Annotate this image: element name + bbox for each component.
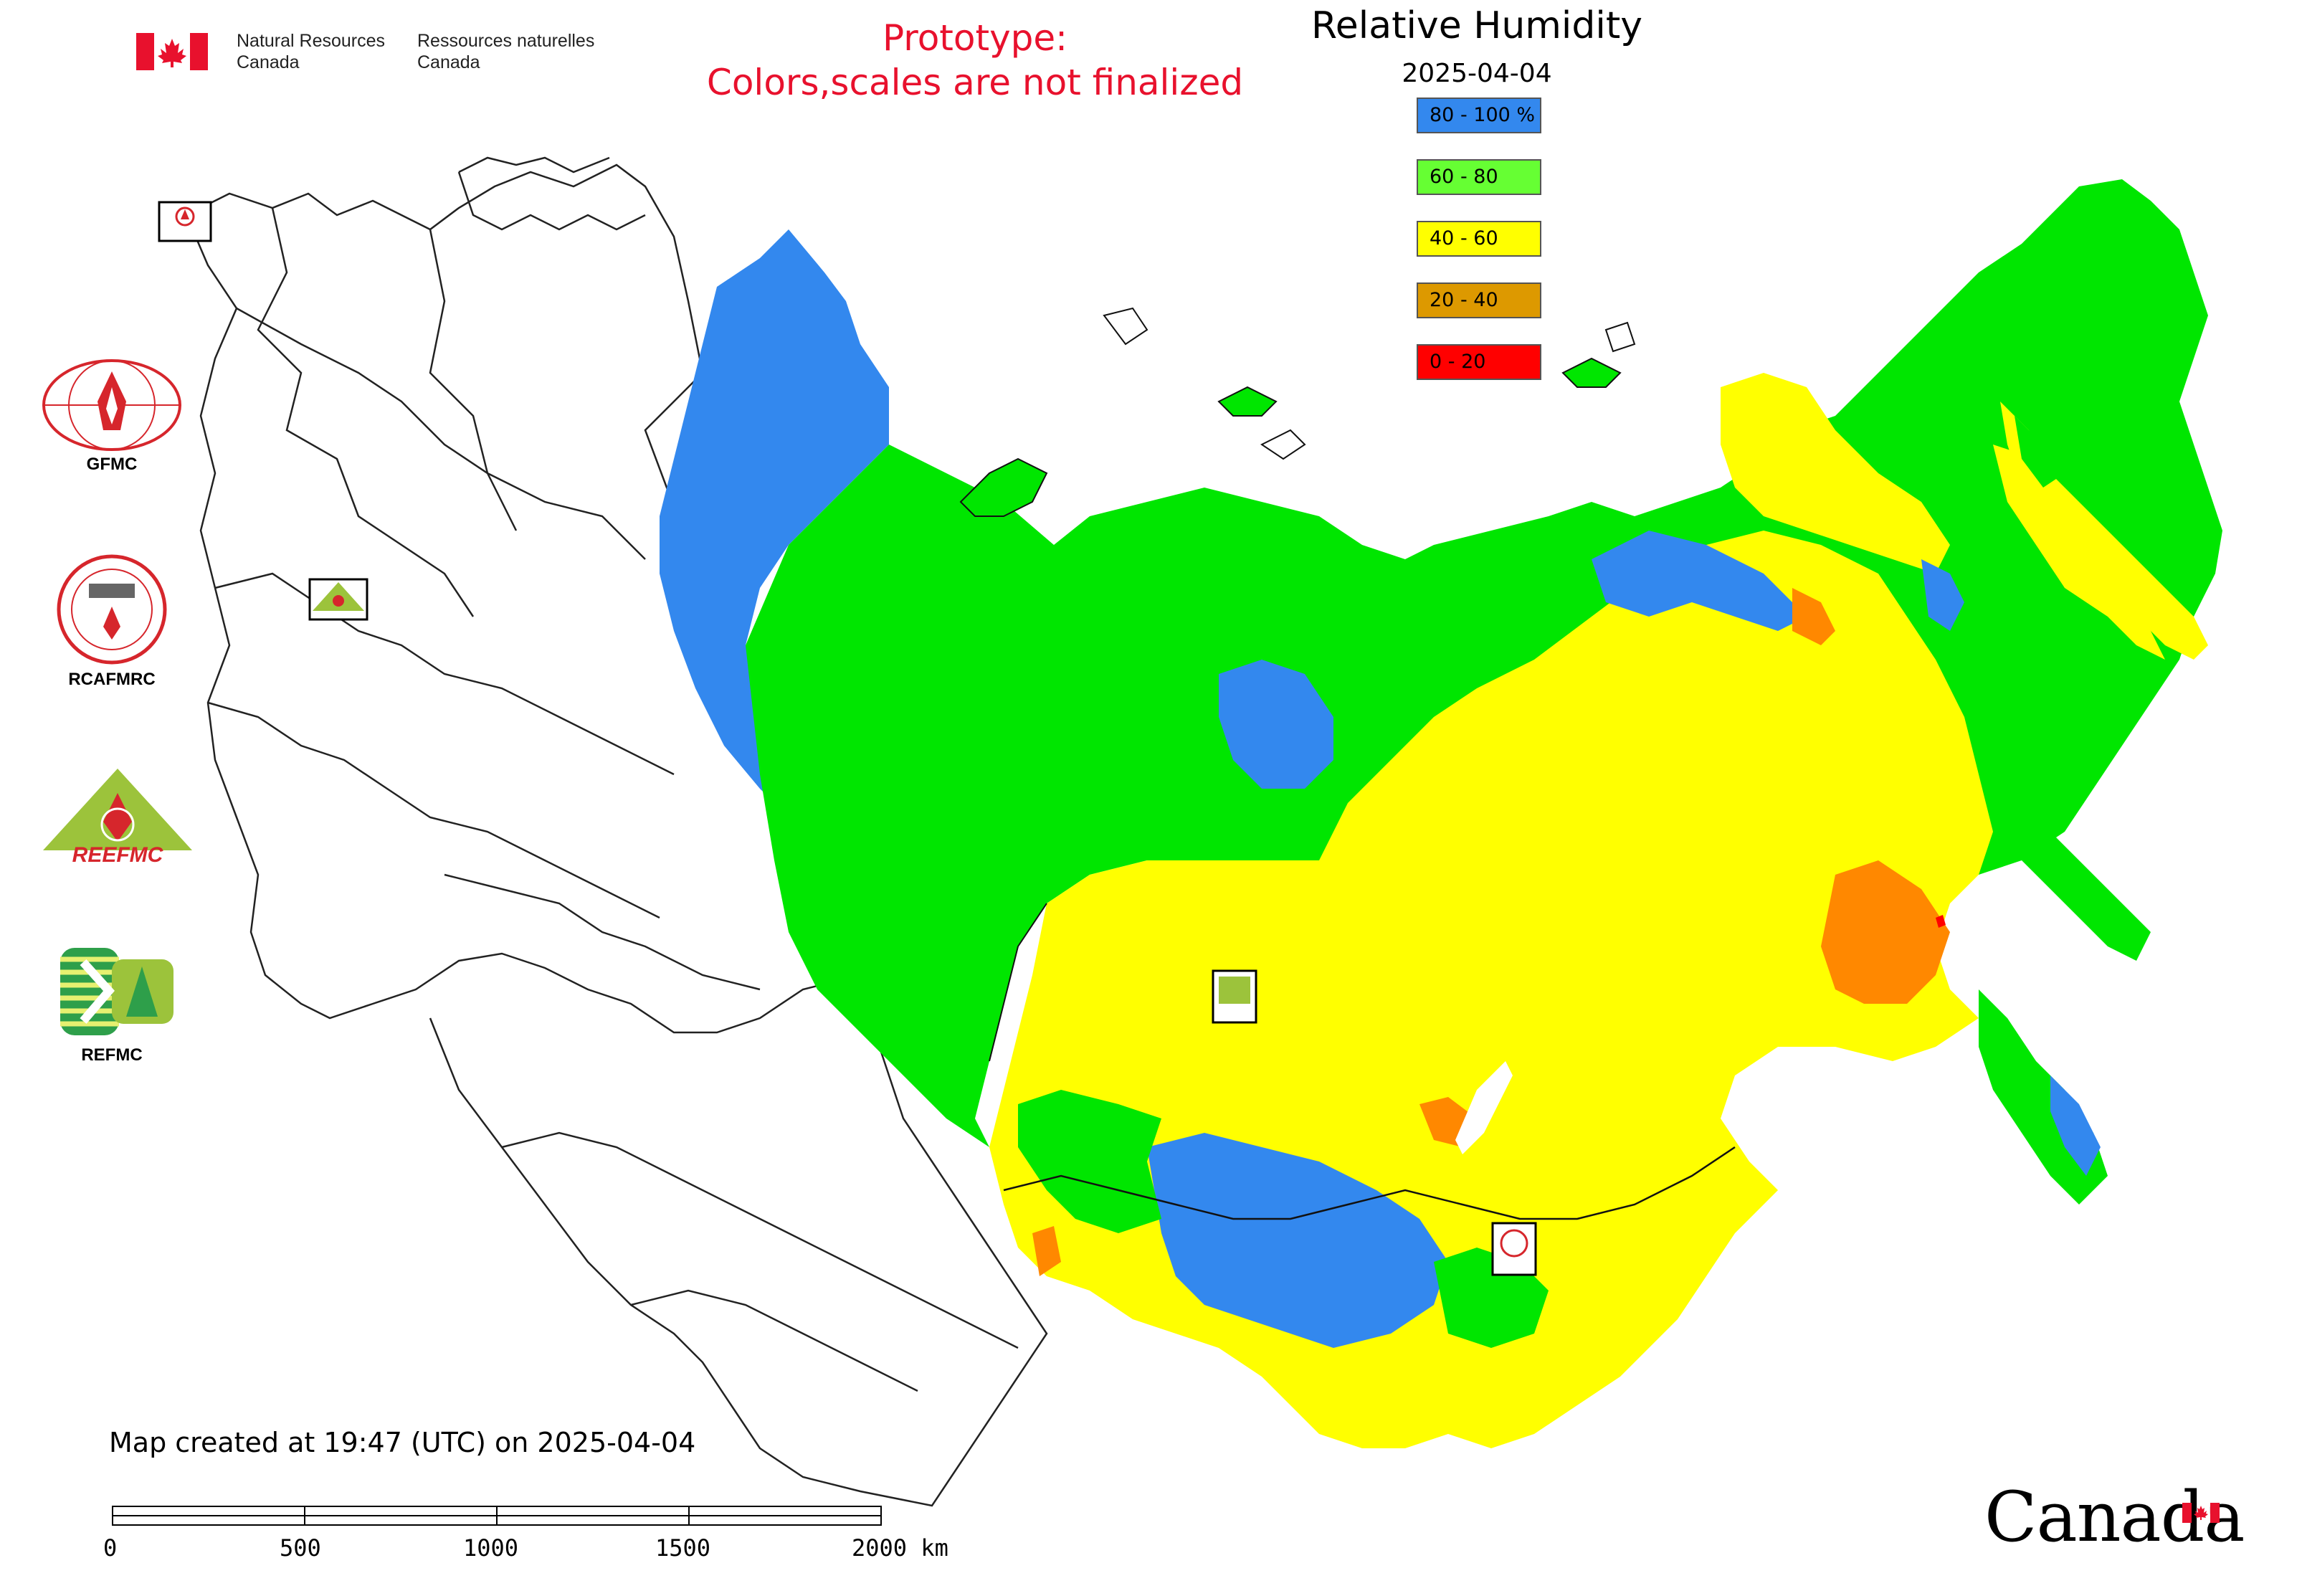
rcafmrc-logo: [57, 554, 167, 665]
org-name-en-line2: Canada: [237, 52, 300, 72]
map-title: Relative Humidity: [1311, 4, 1642, 47]
region-far-east-green: [1979, 989, 2108, 1205]
lake-baikal: [1455, 1061, 1513, 1154]
region-very-dry-spot: [1936, 915, 1946, 928]
scale-tick-2000: 2000 km: [852, 1534, 948, 1562]
region-kamchatka: [2000, 402, 2208, 660]
prototype-notice: Prototype: Colors,scales are not finaliz…: [645, 16, 1305, 105]
scale-tick-1500: 1500: [655, 1534, 711, 1562]
arctic-islands-outline: [1103, 307, 1636, 460]
region-south-green: [1018, 1090, 1161, 1233]
org-name-fr-line1: Ressources naturelles: [417, 31, 595, 51]
region-western-humid: [660, 229, 889, 817]
gfmc-logo-block: GFMC: [40, 358, 184, 475]
legend-label: 80 - 100 %: [1430, 104, 1536, 126]
prototype-line-2: Colors,scales are not finalized: [706, 62, 1244, 103]
border-line-south: [1003, 1146, 1736, 1220]
prototype-line-1: Prototype:: [882, 17, 1068, 59]
gfmc-logo: [42, 359, 181, 451]
scale-tick-0: 0: [103, 1534, 118, 1562]
legend-label: 60 - 80: [1430, 166, 1498, 188]
gfmc-label: GFMC: [86, 455, 138, 474]
border-line-inner: [989, 903, 1047, 1062]
legend-label: 20 - 40: [1430, 289, 1498, 311]
org-name-fr-line2: Canada: [417, 52, 480, 72]
reefmc-logo-block: REEFMC: [39, 764, 196, 875]
scale-bar: [112, 1506, 882, 1526]
reefmc-wordmark: REEFMC: [72, 843, 163, 867]
legend-label: 0 - 20: [1430, 351, 1486, 373]
reefmc-marker: [308, 578, 368, 621]
region-northeast-moderate: [1721, 373, 1950, 574]
region-west-green: [746, 179, 2222, 1147]
legend-item-60-80: 60 - 80: [1417, 159, 1541, 195]
reefmc-logo: [43, 769, 192, 850]
map-date: 2025-04-04: [1402, 59, 1552, 88]
rcafmrc-marker: [1491, 1222, 1537, 1276]
region-east-humid-band: [1592, 531, 1807, 631]
region-pacific-humid: [1921, 559, 1964, 631]
org-name-en-line1: Natural Resources: [237, 31, 386, 51]
region-sakhalin: [2000, 803, 2151, 961]
legend-item-20-40: 20 - 40: [1417, 282, 1541, 318]
legend-item-40-60: 40 - 60: [1417, 221, 1541, 257]
legend-item-80-100: 80 - 100 %: [1417, 98, 1541, 133]
scale-bar-graphic: [112, 1506, 882, 1526]
map-created-note: Map created at 19:47 (UTC) on 2025-04-04: [109, 1427, 696, 1458]
rcafmrc-label: RCAFMRC: [68, 670, 156, 689]
legend-label: 40 - 60: [1430, 227, 1498, 250]
region-south-humid: [1147, 1133, 1448, 1348]
refmc-logo-block: REFMC: [40, 942, 184, 1065]
refmc-label: REFMC: [81, 1045, 143, 1065]
legend-item-0-20: 0 - 20: [1417, 344, 1541, 380]
scale-tick-500: 500: [280, 1534, 321, 1562]
arctic-islands: [959, 357, 1622, 517]
region-east-dry: [1821, 860, 1950, 1004]
region-dry-patch-1: [1792, 588, 1835, 645]
refmc-marker: [1212, 969, 1257, 1024]
canada-wordmark-flag-icon: [2182, 1503, 2220, 1523]
rcafmrc-logo-block: RCAFMRC: [40, 552, 184, 690]
gfmc-marker: [158, 201, 212, 242]
canada-flag-icon: [136, 33, 208, 70]
refmc-logo: [60, 948, 173, 1035]
nrcan-signature: Natural Resources Canada Ressources natu…: [136, 30, 609, 73]
region-far-east-humid: [2050, 1075, 2101, 1176]
region-kamchatka-green: [2015, 416, 2065, 488]
region-dry-patch-3: [1032, 1226, 1061, 1276]
region-central-humid-patch: [1219, 660, 1333, 789]
scale-tick-1000: 1000: [463, 1534, 519, 1562]
